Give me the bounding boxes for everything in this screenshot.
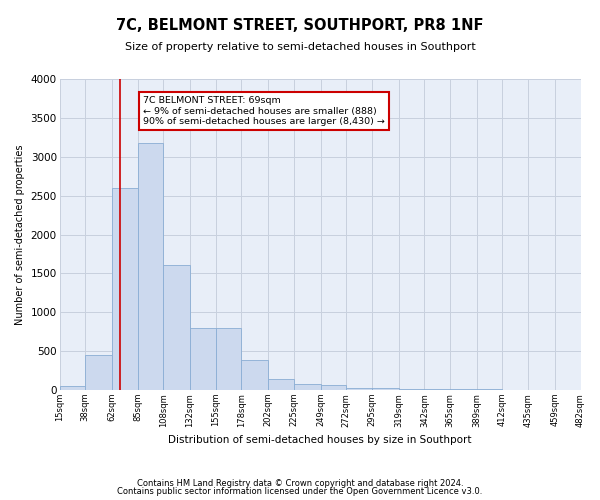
Text: Contains HM Land Registry data © Crown copyright and database right 2024.: Contains HM Land Registry data © Crown c… (137, 478, 463, 488)
Bar (346, 388, 372, 390)
X-axis label: Distribution of semi-detached houses by size in Southport: Distribution of semi-detached houses by … (168, 435, 472, 445)
Bar (268, 379, 294, 390)
Bar (190, 328, 216, 390)
Bar (241, 360, 268, 390)
Bar (477, 389, 502, 390)
Text: 7C, BELMONT STREET, SOUTHPORT, PR8 1NF: 7C, BELMONT STREET, SOUTHPORT, PR8 1NF (116, 18, 484, 32)
Text: Contains public sector information licensed under the Open Government Licence v3: Contains public sector information licen… (118, 487, 482, 496)
Bar (112, 188, 137, 390)
Bar (372, 388, 398, 390)
Text: 7C BELMONT STREET: 69sqm
← 9% of semi-detached houses are smaller (888)
90% of s: 7C BELMONT STREET: 69sqm ← 9% of semi-de… (143, 96, 385, 126)
Bar (216, 328, 241, 390)
Bar (450, 389, 477, 390)
Bar (85, 355, 112, 390)
Bar (294, 384, 320, 390)
Text: Size of property relative to semi-detached houses in Southport: Size of property relative to semi-detach… (125, 42, 475, 52)
Bar (59, 386, 85, 390)
Bar (398, 389, 424, 390)
Bar (137, 143, 163, 390)
Bar (163, 265, 190, 390)
Bar (320, 384, 346, 390)
Bar (424, 389, 450, 390)
Y-axis label: Number of semi-detached properties: Number of semi-detached properties (15, 144, 25, 325)
